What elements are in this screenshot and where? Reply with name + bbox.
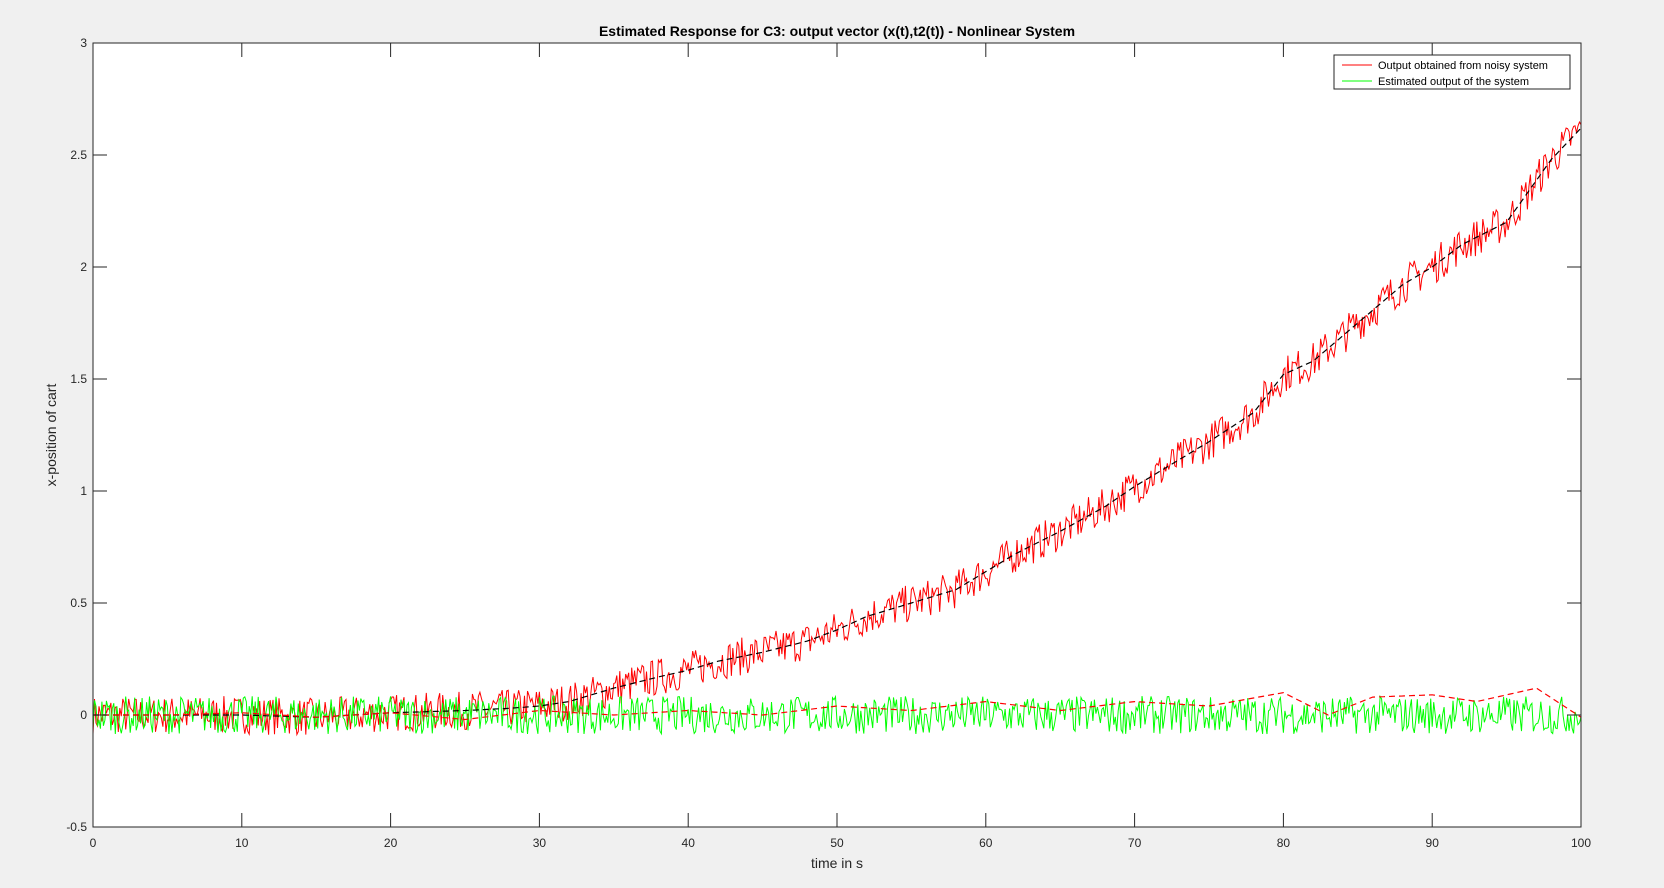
- legend: Output obtained from noisy system Estimat…: [1333, 54, 1571, 90]
- x-tick-label: 70: [1128, 836, 1142, 850]
- x-axis-label: time in s: [811, 855, 863, 871]
- y-axis: -0.5 0 0.5 1 1.5 2 2.5 3: [66, 36, 1581, 834]
- series-line-3: [93, 127, 1582, 718]
- x-tick-label: 40: [682, 836, 696, 850]
- y-tick-label: 3: [80, 36, 87, 50]
- legend-entry: Output obtained from noisy system: [1378, 60, 1548, 72]
- series-layer: [92, 120, 1582, 737]
- x-tick-label: 0: [90, 836, 97, 850]
- y-tick-label: 2: [80, 260, 87, 274]
- chart-title: Estimated Response for C3: output vector…: [599, 23, 1075, 39]
- x-tick-label: 20: [384, 836, 398, 850]
- x-tick-label: 10: [235, 836, 249, 850]
- x-axis: 0 10 20 30 40 50 60 70 80 90 100: [90, 43, 1591, 850]
- x-tick-label: 60: [979, 836, 993, 850]
- y-tick-label: 1: [80, 484, 87, 498]
- x-tick-label: 80: [1277, 836, 1291, 850]
- y-tick-label: -0.5: [66, 820, 87, 834]
- y-axis-label: x-position of cart: [43, 384, 59, 487]
- y-tick-label: 0.5: [70, 596, 87, 610]
- x-tick-label: 90: [1426, 836, 1440, 850]
- x-tick-label: 100: [1571, 836, 1591, 850]
- y-tick-label: 2.5: [70, 148, 87, 162]
- legend-box: [1333, 54, 1571, 90]
- plot-area: [93, 43, 1581, 827]
- x-tick-label: 30: [533, 836, 547, 850]
- series-line-4: [93, 687, 1582, 721]
- series-line-1: [92, 120, 1582, 737]
- legend-entry: Estimated output of the system: [1378, 76, 1529, 88]
- y-tick-label: 1.5: [70, 372, 87, 386]
- x-tick-label: 50: [830, 836, 844, 850]
- series-line-2: [92, 694, 1582, 736]
- y-tick-label: 0: [80, 708, 87, 722]
